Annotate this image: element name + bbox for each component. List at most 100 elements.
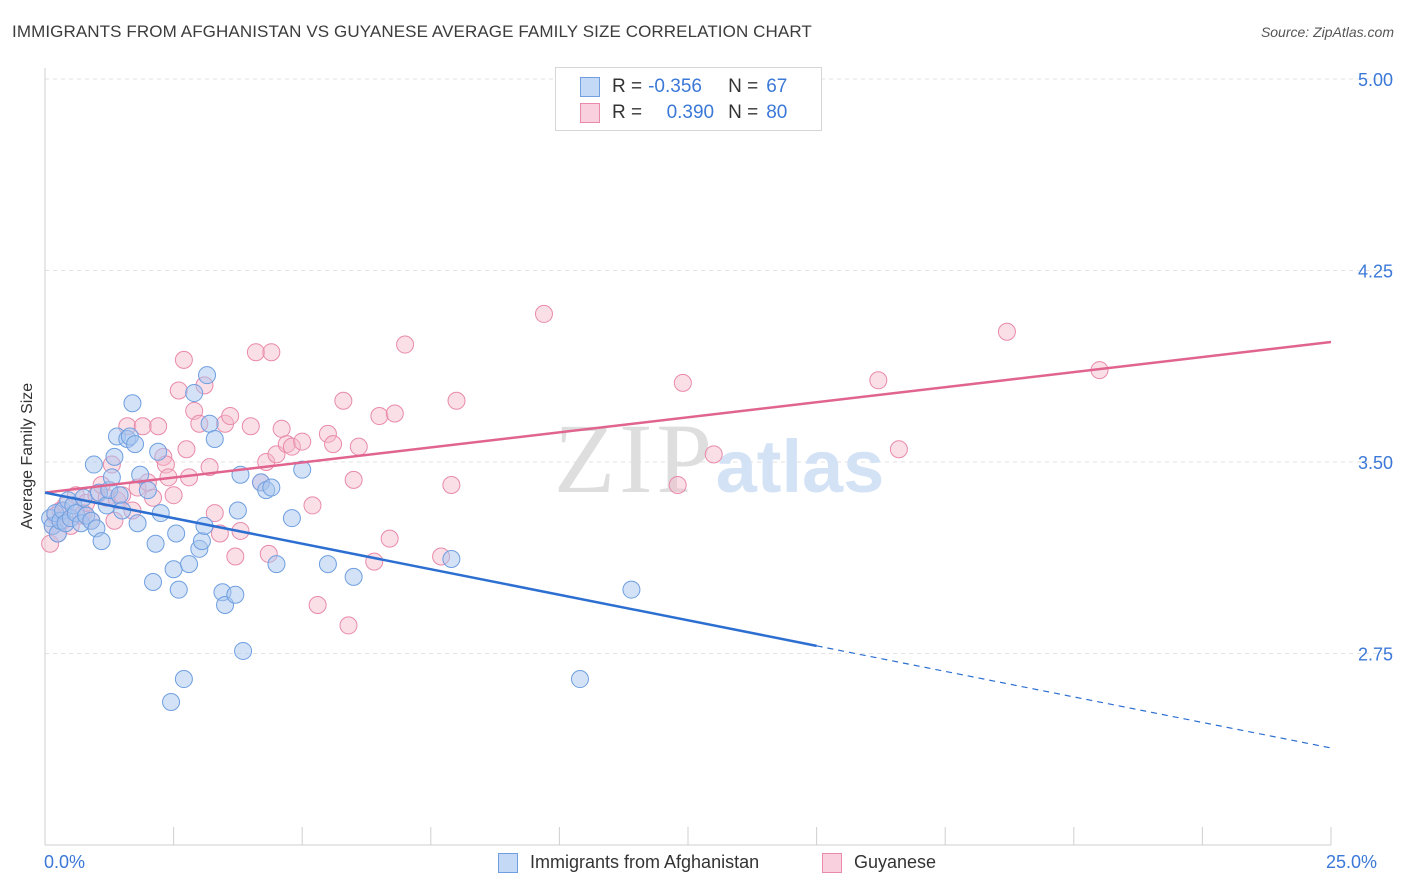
- guyanese-point: [344, 470, 363, 489]
- guyanese-point: [334, 391, 353, 410]
- guyanese-point: [704, 445, 723, 464]
- y-tick-label: 2.75: [1358, 645, 1393, 665]
- guyanese-point: [277, 435, 296, 454]
- source-label: Source: ZipAtlas.com: [1260, 24, 1394, 40]
- afghanistan-point: [169, 580, 188, 599]
- guyanese-point: [668, 475, 687, 494]
- series-legend: Immigrants from Afghanistan Guyanese: [0, 852, 1406, 876]
- afghanistan-point: [344, 567, 363, 586]
- afghanistan-point: [442, 550, 461, 569]
- guyanese-point: [997, 322, 1016, 341]
- afghanistan-point: [293, 460, 312, 479]
- y-tick-label: 4.25: [1358, 262, 1393, 282]
- watermark-atlas: atlas: [716, 425, 885, 508]
- guyanese-point: [308, 595, 327, 614]
- guyanese-point: [246, 343, 265, 362]
- guyanese-point: [164, 486, 183, 505]
- x-tick-label-min: 0.0%: [44, 852, 86, 872]
- afghanistan-point: [123, 394, 142, 413]
- guyanese-point: [370, 407, 389, 426]
- x-tick-label-max: 25.0%: [1326, 852, 1378, 872]
- afghanistan-point: [200, 414, 219, 433]
- guyanese-point: [339, 616, 358, 635]
- guyanese-point: [324, 435, 343, 454]
- legend-row-guyanese: R = 0.390 N = 80: [580, 100, 787, 126]
- guyanese-point: [169, 381, 188, 400]
- watermark-zip: ZIP: [554, 403, 716, 514]
- afghanistan-point: [131, 465, 150, 484]
- afghanistan-point: [144, 573, 163, 592]
- watermark: ZIP atlas: [554, 403, 884, 514]
- afghanistan-point: [228, 501, 247, 520]
- legend-row-afghanistan: R = -0.356 N = 67: [580, 74, 787, 100]
- afghanistan-point: [151, 504, 170, 523]
- afghanistan-point: [128, 514, 147, 533]
- afghanistan-point: [262, 478, 281, 497]
- guyanese-point: [293, 432, 312, 451]
- guyanese-point: [241, 417, 260, 436]
- afghanistan-point: [570, 670, 589, 689]
- legend-label-afghanistan: Immigrants from Afghanistan: [530, 852, 760, 872]
- afghanistan-point: [192, 532, 211, 551]
- guyanese-trend-line: [44, 340, 1332, 494]
- afghanistan-point: [126, 435, 145, 454]
- afghanistan-point: [267, 555, 286, 574]
- guyanese-point: [221, 407, 240, 426]
- guyanese-point: [200, 458, 219, 477]
- y-tick-label: 5.00: [1358, 70, 1393, 90]
- legend-item-guyanese[interactable]: Guyanese: [822, 852, 936, 873]
- legend-n-label: N =: [728, 102, 759, 123]
- afghanistan-point: [110, 486, 129, 505]
- afghanistan-point: [105, 447, 124, 466]
- legend-label-guyanese: Guyanese: [854, 852, 937, 872]
- guyanese-point: [442, 475, 461, 494]
- trend-lines: [44, 340, 1332, 749]
- guyanese-point: [272, 419, 291, 438]
- guyanese-point: [889, 440, 908, 459]
- guyanese-point: [262, 343, 281, 362]
- y-tick-labels: 2.75 3.50 4.25 5.00: [1358, 70, 1393, 665]
- guyanese-point: [396, 335, 415, 354]
- afghanistan-point: [162, 693, 181, 712]
- afghanistan-point: [205, 430, 224, 449]
- afghanistan-point: [226, 585, 245, 604]
- afghanistan-point: [282, 509, 301, 528]
- guyanese-point: [226, 547, 245, 566]
- legend-n-label: N =: [728, 76, 759, 97]
- guyanese-point: [673, 373, 692, 392]
- guyanese-point: [149, 417, 168, 436]
- y-tick-label: 3.50: [1358, 453, 1393, 473]
- guyanese-point: [133, 417, 152, 436]
- guyanese-point: [447, 391, 466, 410]
- axes: [44, 68, 1332, 846]
- afghanistan-point: [167, 524, 186, 543]
- legend-item-afghanistan[interactable]: Immigrants from Afghanistan: [498, 852, 759, 873]
- guyanese-point: [869, 371, 888, 390]
- afghanistan-point: [138, 481, 157, 500]
- afghanistan-point: [74, 488, 93, 507]
- legend-swatch-guyanese: [822, 852, 842, 873]
- afghanistan-point: [149, 442, 168, 461]
- correlation-legend: R = -0.356 N = 67 R = 0.390 N = 80: [555, 67, 822, 131]
- legend-r-label: R =: [612, 102, 643, 123]
- guyanese-point: [303, 496, 322, 515]
- legend-r-value: 0.390: [666, 102, 715, 123]
- legend-n-value: 67: [766, 76, 788, 97]
- guyanese-point: [174, 350, 193, 369]
- legend-r-label: R =: [612, 76, 643, 97]
- guyanese-point: [177, 440, 196, 459]
- legend-swatch-afghanistan: [498, 852, 518, 873]
- legend-n-value: 80: [766, 102, 788, 123]
- afghanistan-point: [113, 501, 132, 520]
- legend-swatch-afghanistan: [580, 77, 600, 97]
- guyanese-point: [349, 437, 368, 456]
- afghanistan-point: [234, 641, 253, 660]
- afghanistan-trend-extension: [816, 645, 1332, 749]
- afghanistan-point: [185, 384, 204, 403]
- guyanese-point: [380, 529, 399, 548]
- afghanistan-point: [84, 455, 103, 474]
- guyanese-point: [318, 424, 337, 443]
- afghanistan-point: [622, 580, 641, 599]
- afghanistan-point: [146, 534, 165, 553]
